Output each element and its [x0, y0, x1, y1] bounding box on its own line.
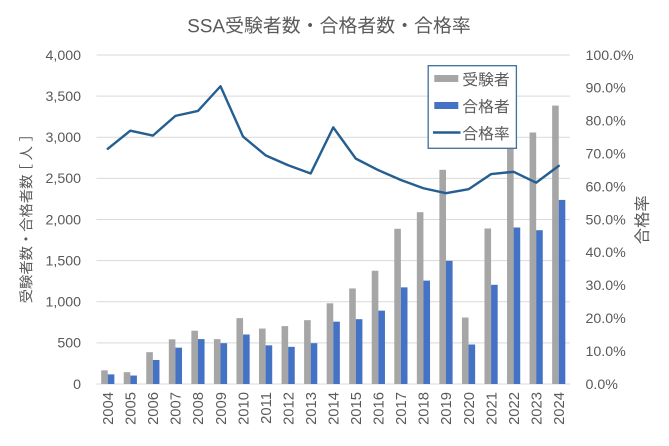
svg-text:10.0%: 10.0%	[586, 344, 627, 360]
svg-text:2016: 2016	[372, 392, 388, 425]
svg-text:100.0%: 100.0%	[586, 48, 635, 64]
svg-text:3,000: 3,000	[45, 130, 81, 146]
svg-text:2007: 2007	[169, 392, 185, 425]
svg-text:2023: 2023	[529, 392, 545, 425]
svg-text:2013: 2013	[304, 392, 320, 425]
svg-text:2,500: 2,500	[45, 171, 81, 187]
svg-text:3,500: 3,500	[45, 89, 81, 105]
svg-text:2019: 2019	[439, 392, 455, 425]
svg-text:2,000: 2,000	[45, 212, 81, 228]
svg-text:60.0%: 60.0%	[586, 179, 627, 195]
svg-text:1,000: 1,000	[45, 295, 81, 311]
svg-text:1,500: 1,500	[45, 253, 81, 269]
svg-text:2015: 2015	[349, 392, 365, 425]
svg-text:500: 500	[57, 336, 81, 352]
svg-text:2017: 2017	[394, 392, 410, 425]
svg-text:2012: 2012	[281, 392, 297, 425]
svg-text:40.0%: 40.0%	[586, 245, 627, 261]
svg-text:20.0%: 20.0%	[586, 311, 627, 327]
svg-text:2004: 2004	[101, 392, 117, 425]
svg-text:2005: 2005	[124, 392, 140, 425]
svg-text:2010: 2010	[236, 392, 252, 425]
svg-text:30.0%: 30.0%	[586, 278, 627, 294]
svg-text:2018: 2018	[417, 392, 433, 425]
svg-text:90.0%: 90.0%	[586, 81, 627, 97]
svg-text:4,000: 4,000	[45, 48, 81, 64]
svg-text:70.0%: 70.0%	[586, 147, 627, 163]
svg-text:2006: 2006	[146, 392, 162, 425]
svg-text:2024: 2024	[552, 392, 568, 425]
svg-text:0.0%: 0.0%	[586, 377, 619, 393]
svg-text:2021: 2021	[484, 392, 500, 425]
svg-text:2022: 2022	[507, 392, 523, 425]
svg-text:50.0%: 50.0%	[586, 212, 627, 228]
svg-text:0: 0	[73, 377, 81, 393]
svg-text:2014: 2014	[327, 392, 343, 425]
svg-text:2008: 2008	[191, 392, 207, 425]
svg-text:2009: 2009	[214, 392, 230, 425]
svg-text:80.0%: 80.0%	[586, 114, 627, 130]
svg-text:2011: 2011	[259, 392, 275, 424]
svg-text:2020: 2020	[462, 392, 478, 425]
